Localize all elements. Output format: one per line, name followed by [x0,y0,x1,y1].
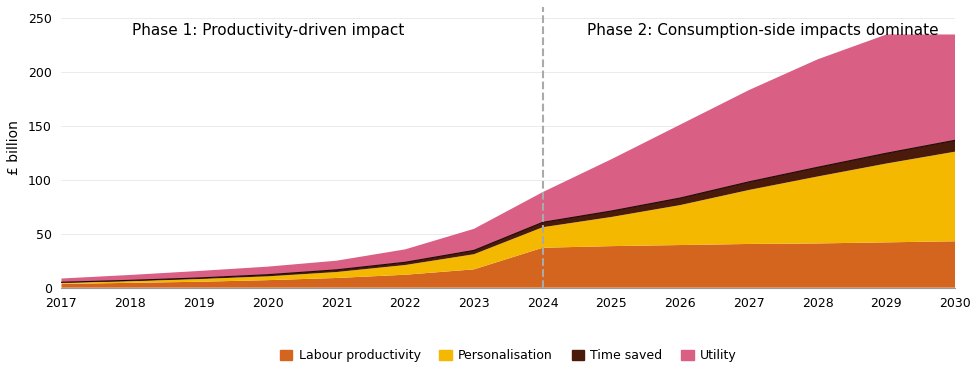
Y-axis label: £ billion: £ billion [7,120,21,175]
Legend: Labour productivity, Personalisation, Time saved, Utility: Labour productivity, Personalisation, Ti… [275,344,741,367]
Text: Phase 2: Consumption-side impacts dominate: Phase 2: Consumption-side impacts domina… [586,23,938,38]
Text: Phase 1: Productivity-driven impact: Phase 1: Productivity-driven impact [131,23,404,38]
